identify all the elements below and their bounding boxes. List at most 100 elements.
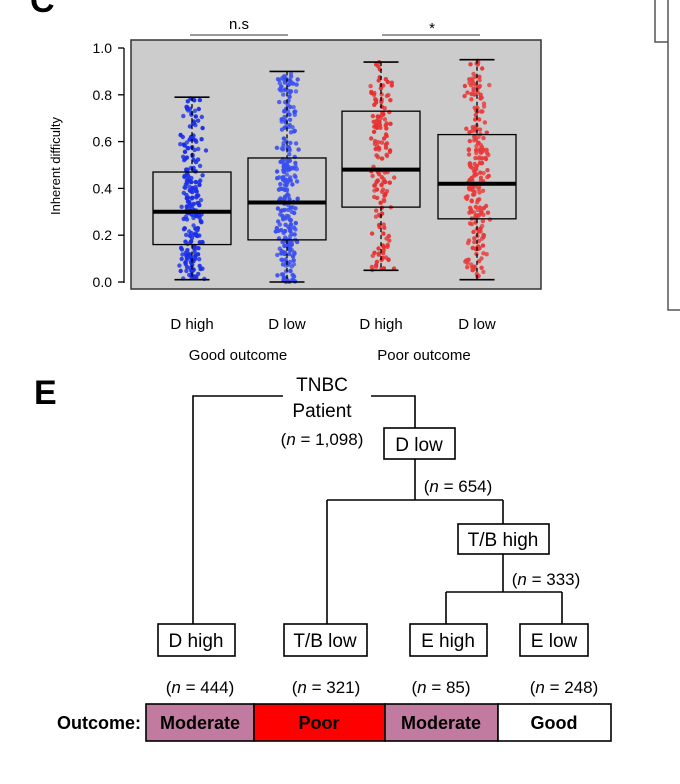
data-point	[473, 148, 479, 153]
data-point	[274, 169, 280, 174]
data-point	[281, 169, 287, 175]
leaf-n: (n = 444)	[166, 678, 235, 697]
data-point	[283, 100, 288, 105]
tree-leaf-tb-low: T/B low (n = 321)	[283, 623, 368, 697]
data-point	[192, 108, 198, 114]
data-point	[484, 150, 490, 156]
data-point	[472, 92, 477, 97]
data-point	[197, 180, 202, 185]
data-point	[178, 245, 184, 251]
data-point	[287, 158, 293, 163]
edge-root-d-high	[192, 395, 283, 624]
data-point	[182, 173, 187, 178]
data-point	[277, 99, 282, 105]
data-point	[278, 212, 283, 217]
data-point	[293, 160, 298, 166]
data-point	[279, 127, 285, 132]
data-point	[281, 77, 287, 82]
data-point	[369, 136, 374, 141]
data-point	[387, 180, 392, 185]
data-point	[371, 119, 376, 125]
data-point	[484, 252, 489, 257]
data-point	[287, 94, 292, 100]
data-point	[287, 245, 293, 250]
data-point	[376, 147, 382, 152]
data-point	[182, 226, 187, 231]
y-ticks: 0.0 0.2 0.4 0.6 0.8 1.0	[93, 40, 124, 290]
data-point	[381, 248, 386, 253]
data-point	[382, 198, 387, 204]
data-point	[292, 112, 297, 118]
data-point	[479, 265, 484, 270]
data-point	[278, 181, 283, 187]
data-point	[184, 196, 189, 201]
data-point	[481, 234, 486, 240]
data-point	[368, 83, 373, 89]
data-point	[382, 106, 387, 111]
data-point	[471, 88, 476, 93]
y-tick-label: 0.8	[93, 87, 113, 103]
outcome-cell-poor	[253, 703, 386, 742]
data-point	[288, 218, 294, 223]
data-point	[200, 173, 205, 178]
data-point	[376, 252, 381, 257]
data-point	[481, 135, 486, 141]
data-point	[374, 118, 380, 123]
tree-leaf-d-high: D high (n = 444)	[157, 623, 236, 697]
data-point	[282, 187, 288, 192]
data-point	[278, 196, 283, 201]
data-point	[383, 145, 389, 150]
data-point	[281, 175, 286, 180]
data-point	[200, 125, 205, 131]
data-point	[293, 227, 298, 232]
data-point	[477, 78, 482, 83]
box-plot: 0.0 0.2 0.4 0.6 0.8 1.0 Inherent difficulty n…	[48, 16, 542, 364]
data-point	[294, 179, 300, 184]
outcome-cell-moderate	[384, 703, 499, 742]
y-tick-label: 0.6	[93, 134, 113, 150]
data-point	[287, 117, 293, 123]
data-point	[477, 205, 483, 210]
data-point	[481, 269, 486, 275]
data-point	[194, 139, 199, 144]
data-point	[379, 175, 384, 180]
tree-root-node: TNBC Patient (n = 1,098)	[281, 375, 364, 449]
data-point	[275, 176, 280, 181]
data-point	[279, 84, 284, 89]
data-point	[182, 149, 188, 154]
data-point	[481, 171, 486, 176]
tree-node-d-low: D low (n = 654)	[383, 427, 492, 496]
data-point	[371, 129, 377, 134]
data-point	[478, 170, 483, 175]
data-point	[287, 81, 293, 87]
neighbor-panel-frame-side	[667, 0, 680, 311]
data-point	[481, 212, 486, 217]
y-tick-label: 0.2	[93, 227, 113, 243]
data-point	[468, 62, 473, 67]
leaf-n: (n = 248)	[530, 678, 599, 697]
data-point	[281, 140, 286, 146]
root-label-line2: Patient	[292, 401, 352, 422]
data-point	[287, 152, 292, 157]
outcome-cell-label: Good	[531, 713, 578, 733]
data-point	[466, 152, 472, 157]
data-point	[480, 66, 485, 71]
leaf-n: (n = 85)	[411, 678, 470, 697]
root-n: (n = 1,098)	[281, 430, 364, 449]
data-point	[479, 160, 484, 166]
data-point	[273, 229, 278, 234]
data-point	[288, 228, 293, 234]
data-point	[374, 153, 379, 158]
data-point	[200, 266, 205, 271]
data-point	[197, 97, 203, 103]
data-point	[475, 140, 481, 146]
y-axis-label: Inherent difficulty	[48, 116, 63, 215]
leaf-label: E low	[531, 631, 578, 652]
data-point	[487, 82, 492, 88]
data-point	[284, 164, 290, 169]
outcome-bar: Outcome: Moderate Poor Moderate Good	[57, 703, 612, 742]
leaf-n: (n = 321)	[292, 678, 361, 697]
data-point	[194, 189, 199, 194]
data-point	[374, 187, 380, 192]
data-point	[280, 257, 285, 263]
